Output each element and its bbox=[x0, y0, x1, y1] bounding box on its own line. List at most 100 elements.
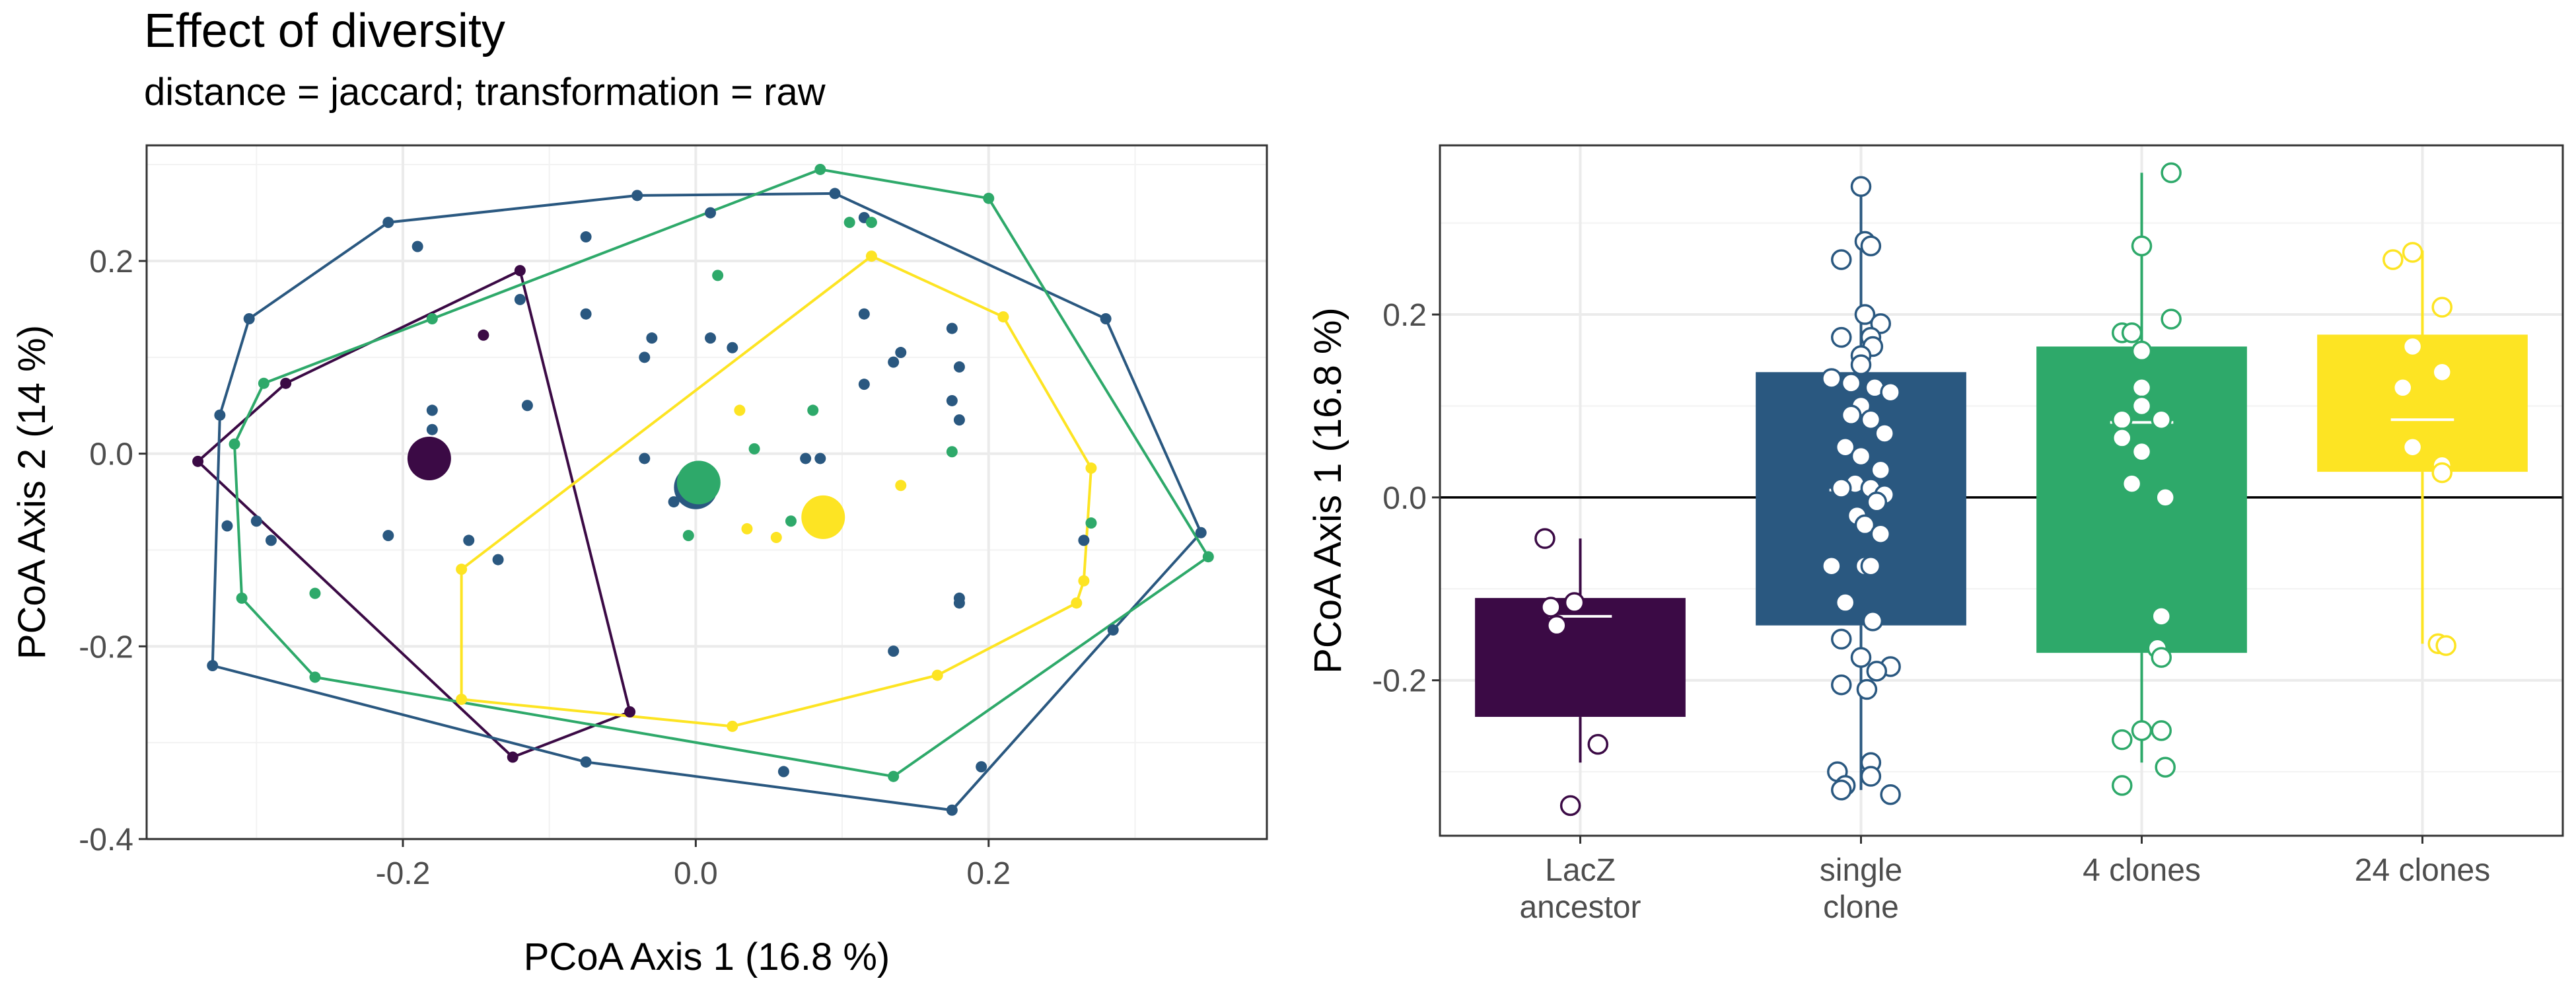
scatter-point-single-clone bbox=[243, 313, 255, 324]
scatter-point-single-clone bbox=[463, 534, 475, 546]
scatter-point-single-clone bbox=[580, 756, 592, 768]
scatter-point-single-clone bbox=[668, 496, 680, 508]
jitter-point-4-clones bbox=[2131, 395, 2153, 417]
jitter-point-single-clone bbox=[1831, 478, 1852, 499]
scatter-point-LacZ-ancestor bbox=[280, 377, 292, 389]
scatter-point-single-clone bbox=[777, 766, 789, 778]
scatter-point-4-clones bbox=[807, 404, 819, 416]
jitter-point-single-clone bbox=[1850, 445, 1872, 467]
category-label: ancestor bbox=[1519, 890, 1641, 925]
plot1-x-tick-label: -0.2 bbox=[376, 856, 431, 891]
jitter-point-single-clone bbox=[1850, 176, 1872, 198]
jitter-point-4-clones bbox=[2112, 409, 2133, 430]
jitter-point-24-clones bbox=[2402, 242, 2423, 263]
jitter-point-LacZ-ancestor bbox=[1563, 592, 1585, 613]
scatter-point-4-clones bbox=[258, 377, 269, 389]
jitter-point-single-clone bbox=[1866, 661, 1888, 682]
scatter-point-single-clone bbox=[639, 351, 651, 363]
jitter-point-single-clone bbox=[1840, 373, 1862, 394]
jitter-point-4-clones bbox=[2121, 473, 2143, 494]
jitter-point-24-clones bbox=[2392, 377, 2414, 398]
jitter-point-4-clones bbox=[2161, 162, 2182, 184]
jitter-point-single-clone bbox=[1834, 592, 1856, 613]
plot1-y-tick-label: -0.4 bbox=[79, 823, 133, 858]
jitter-point-single-clone bbox=[1880, 381, 1901, 403]
scatter-point-4-clones bbox=[865, 217, 877, 229]
scatter-point-single-clone bbox=[895, 347, 907, 359]
category-label: single bbox=[1820, 853, 1902, 888]
jitter-point-single-clone bbox=[1821, 555, 1842, 577]
jitter-point-24-clones bbox=[2435, 635, 2456, 656]
scatter-point-single-clone bbox=[705, 207, 717, 219]
plot1-y-tick-label: 0.2 bbox=[89, 244, 133, 279]
jitter-point-single-clone bbox=[1880, 784, 1901, 805]
jitter-point-single-clone bbox=[1854, 304, 1876, 325]
jitter-point-24-clones bbox=[2402, 437, 2423, 458]
scatter-point-single-clone bbox=[888, 645, 900, 657]
scatter-point-24-clones bbox=[456, 694, 468, 706]
scatter-point-single-clone bbox=[207, 660, 219, 671]
jitter-point-single-clone bbox=[1840, 404, 1862, 426]
jitter-point-4-clones bbox=[2151, 647, 2172, 668]
plot2-y-tick-label: 0.0 bbox=[1382, 481, 1427, 516]
scatter-point-single-clone bbox=[727, 342, 738, 353]
scatter-point-single-clone bbox=[221, 520, 233, 532]
centroid-LacZ-ancestor bbox=[407, 436, 451, 480]
scatter-point-24-clones bbox=[997, 311, 1009, 323]
scatter-point-4-clones bbox=[843, 217, 855, 229]
scatter-point-4-clones bbox=[309, 671, 321, 683]
scatter-point-single-clone bbox=[514, 293, 526, 305]
scatter-point-single-clone bbox=[426, 423, 438, 435]
scatter-point-4-clones bbox=[888, 770, 900, 782]
scatter-point-single-clone bbox=[382, 530, 394, 542]
jitter-point-single-clone bbox=[1831, 249, 1852, 270]
scatter-point-24-clones bbox=[770, 532, 782, 544]
plot1-border bbox=[145, 144, 1268, 840]
scatter-point-single-clone bbox=[946, 394, 958, 406]
scatter-point-4-clones bbox=[1085, 517, 1097, 529]
jitter-point-single-clone bbox=[1831, 326, 1852, 348]
centroid-4-clones bbox=[676, 460, 721, 505]
plot2-background bbox=[1440, 145, 2563, 836]
jitter-point-single-clone bbox=[1870, 459, 1891, 481]
scatter-point-single-clone bbox=[829, 188, 841, 200]
hull-4-clones bbox=[233, 168, 1210, 778]
jitter-point-single-clone bbox=[1850, 647, 1872, 668]
plot2-y-axis-title: PCoA Axis 1 (16.8 %) bbox=[1306, 307, 1349, 673]
scatter-point-single-clone bbox=[888, 356, 900, 368]
jitter-point-single-clone bbox=[1856, 679, 1878, 700]
jitter-point-4-clones bbox=[2161, 309, 2182, 330]
scatter-point-single-clone bbox=[1107, 624, 1119, 636]
scatter-point-single-clone bbox=[976, 761, 987, 773]
jitter-point-24-clones bbox=[2431, 361, 2452, 383]
scatter-point-24-clones bbox=[741, 523, 753, 534]
jitter-point-LacZ-ancestor bbox=[1587, 733, 1609, 755]
scatter-point-single-clone bbox=[426, 404, 438, 416]
scatter-point-24-clones bbox=[1085, 462, 1097, 474]
scatter-point-24-clones bbox=[734, 404, 746, 416]
jitter-point-single-clone bbox=[1860, 766, 1882, 787]
jitter-point-single-clone bbox=[1860, 555, 1882, 577]
scatter-point-single-clone bbox=[800, 453, 812, 464]
scatter-point-4-clones bbox=[946, 446, 958, 458]
scatter-point-single-clone bbox=[382, 217, 394, 229]
jitter-point-single-clone bbox=[1870, 523, 1891, 544]
scatter-point-24-clones bbox=[931, 669, 943, 681]
hull-LacZ-ancestor bbox=[196, 269, 631, 759]
jitter-point-single-clone bbox=[1831, 628, 1852, 650]
hull-single-clone bbox=[211, 192, 1203, 812]
jitter-point-4-clones bbox=[2131, 340, 2153, 362]
scatter-point-4-clones bbox=[236, 592, 248, 604]
jitter-point-single-clone bbox=[1821, 368, 1842, 389]
scatter-point-single-clone bbox=[646, 332, 658, 344]
scatter-point-single-clone bbox=[580, 231, 592, 243]
scatter-point-single-clone bbox=[953, 414, 965, 426]
scatter-point-single-clone bbox=[858, 308, 870, 320]
scatter-point-24-clones bbox=[456, 564, 468, 575]
jitter-point-single-clone bbox=[1834, 437, 1856, 458]
scatter-point-single-clone bbox=[214, 409, 226, 421]
scatter-point-LacZ-ancestor bbox=[192, 455, 204, 467]
scatter-point-single-clone bbox=[946, 322, 958, 334]
scatter-point-LacZ-ancestor bbox=[624, 706, 636, 717]
plot1-x-tick-label: 0.0 bbox=[674, 856, 718, 891]
